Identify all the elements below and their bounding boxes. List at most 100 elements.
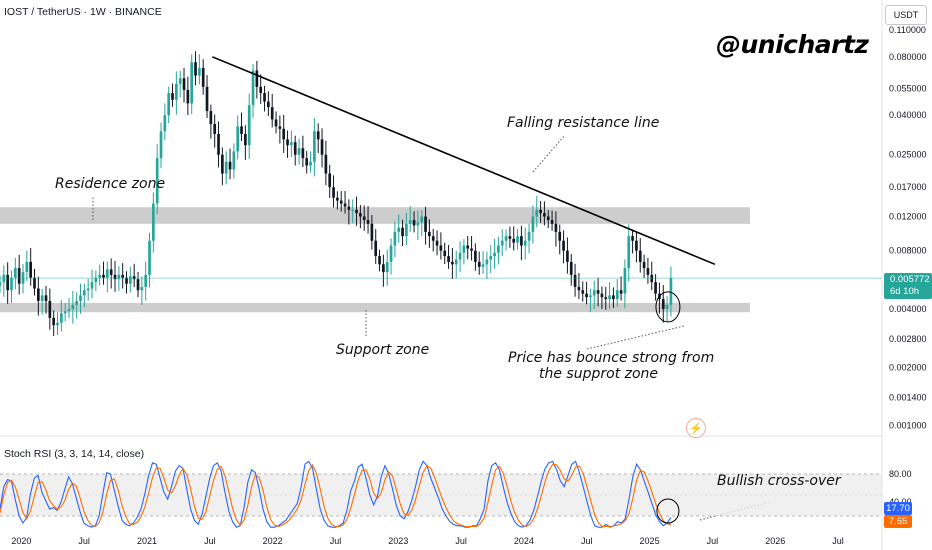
zone-0 xyxy=(0,207,750,224)
candle-body xyxy=(443,250,447,257)
crossover-highlight-circle xyxy=(656,498,680,524)
candle-body xyxy=(163,115,167,132)
candle-body xyxy=(25,261,29,273)
candle-body xyxy=(155,158,159,204)
candle-body xyxy=(13,268,17,278)
candle-body xyxy=(554,223,558,232)
candle-body xyxy=(604,297,608,300)
x-tick-label: 2022 xyxy=(263,536,283,546)
candle-body xyxy=(543,213,546,217)
x-tick-label: Jul xyxy=(707,536,719,546)
candle-body xyxy=(171,93,174,100)
candle-body xyxy=(33,277,36,289)
candle-body xyxy=(612,295,615,300)
candle-body xyxy=(251,70,255,106)
x-tick-label: Jul xyxy=(581,536,593,546)
price-tick-label: 0.055000 xyxy=(889,83,927,93)
candle-body xyxy=(558,231,562,241)
candle-body xyxy=(577,286,581,291)
candle-body xyxy=(117,274,121,280)
resistance-pointer xyxy=(532,134,566,173)
candle-body xyxy=(59,313,63,323)
candle-body xyxy=(63,311,67,314)
candle-body xyxy=(454,259,458,265)
candle-body xyxy=(79,295,82,301)
candle-body xyxy=(293,142,297,155)
stoch-rsi-k-tag: 17.70 xyxy=(884,502,912,515)
candle-body xyxy=(431,236,435,241)
x-tick-label: Jul xyxy=(455,536,467,546)
candle-body xyxy=(665,304,669,309)
candle-body xyxy=(523,240,527,246)
candle-body xyxy=(650,274,654,283)
candle-body xyxy=(6,274,10,291)
x-tick-label: Jul xyxy=(330,536,342,546)
candle-body xyxy=(477,261,481,267)
candle-body xyxy=(221,154,224,174)
candle-body xyxy=(393,231,397,246)
candle-body xyxy=(623,268,627,294)
candle-body xyxy=(600,293,604,298)
candle-body xyxy=(512,238,516,243)
candle-body xyxy=(447,256,450,262)
bounce-highlight-circle xyxy=(655,291,681,323)
price-tick-label: 0.001000 xyxy=(889,421,927,431)
candle-body xyxy=(546,216,550,221)
candle-body xyxy=(44,295,48,301)
candle-body xyxy=(374,240,378,257)
candle-body xyxy=(635,240,638,251)
candle-body xyxy=(424,216,427,232)
lightning-icon[interactable]: ⚡ xyxy=(686,418,706,438)
candle-body xyxy=(98,274,102,278)
x-tick-label: 2023 xyxy=(388,536,408,546)
candle-body xyxy=(339,200,343,204)
candle-body xyxy=(336,197,339,201)
candle-body xyxy=(646,268,650,275)
candle-body xyxy=(2,274,6,283)
candle-body xyxy=(439,245,443,251)
x-tick-label: 2021 xyxy=(137,536,157,546)
candle-body xyxy=(255,70,259,87)
candle-body xyxy=(497,245,500,253)
candle-body xyxy=(466,245,470,249)
currency-selector[interactable]: USDT xyxy=(885,5,927,25)
candle-body xyxy=(631,236,634,241)
current-price-tag: 0.005772 6d 10h xyxy=(884,273,932,299)
candle-body xyxy=(178,78,182,84)
candle-body xyxy=(125,277,128,284)
candle-body xyxy=(508,236,512,239)
candle-body xyxy=(562,240,565,251)
candle-body xyxy=(290,142,293,146)
candle-body xyxy=(527,231,531,241)
bounce-label-line1: Price has bounce strong from xyxy=(508,350,715,366)
candle-body xyxy=(152,203,155,241)
candle-body xyxy=(531,216,535,232)
candle-body xyxy=(109,269,113,275)
candle-body xyxy=(144,274,148,287)
candle-body xyxy=(263,93,266,102)
candle-body xyxy=(201,68,205,87)
candle-body xyxy=(569,261,573,275)
candle-body xyxy=(627,236,631,269)
candle-body xyxy=(566,250,569,262)
candle-body xyxy=(462,245,466,253)
candle-body xyxy=(10,277,13,291)
candle-body xyxy=(370,223,374,241)
candle-body xyxy=(351,209,355,211)
candle-body xyxy=(159,131,163,159)
candle-body xyxy=(194,62,197,76)
candle-body xyxy=(113,274,117,280)
price-tick-label: 0.017000 xyxy=(889,182,927,192)
candle-body xyxy=(0,282,2,286)
candle-body xyxy=(121,274,125,278)
candle-body xyxy=(516,236,519,243)
zone-1 xyxy=(0,302,750,313)
candle-body xyxy=(435,240,439,246)
price-tick-label: 0.008000 xyxy=(889,246,927,256)
candle-body xyxy=(397,227,401,232)
falling-resistance-label: Falling resistance line xyxy=(507,115,660,131)
candle-body xyxy=(274,119,278,127)
candle-body xyxy=(382,264,385,273)
